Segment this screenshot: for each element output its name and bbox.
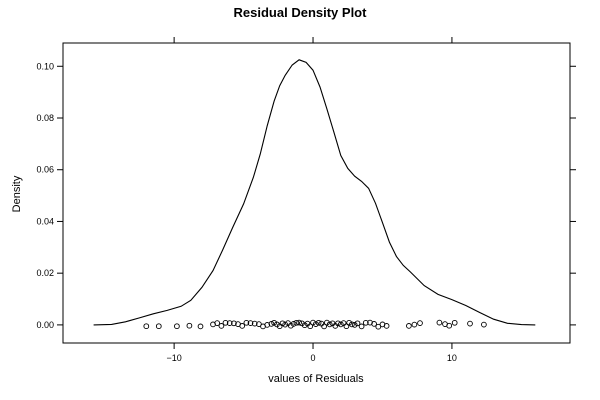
rug-point <box>274 321 280 328</box>
rug-point <box>231 320 237 327</box>
x-tick-label: −10 <box>166 353 181 363</box>
plot-frame <box>62 42 571 344</box>
rug-point <box>239 323 246 329</box>
rug-point <box>349 321 355 328</box>
rug-point <box>307 323 314 330</box>
y-tick-label: 0.00 <box>36 320 54 330</box>
rug-point <box>174 323 180 330</box>
rug-point <box>417 320 423 326</box>
rug-point <box>340 320 347 326</box>
rug-point <box>155 323 162 330</box>
rug-point <box>293 319 300 326</box>
rug-point <box>335 320 341 327</box>
rug-point <box>371 321 377 327</box>
y-axis-label: Density <box>11 175 23 212</box>
rug-point <box>197 323 204 330</box>
rug-point <box>411 321 418 328</box>
rug-point <box>375 323 382 330</box>
rug-point <box>287 322 294 329</box>
rug-point <box>214 320 221 326</box>
y-tick-label: 0.04 <box>36 216 54 226</box>
rug-point <box>247 320 254 326</box>
density-curve <box>93 59 536 326</box>
chart-title: Residual Density Plot <box>234 5 368 20</box>
rug-point <box>282 321 289 328</box>
rug-point <box>296 319 302 326</box>
rug-point <box>346 319 352 326</box>
y-tick-label: 0.10 <box>36 61 54 71</box>
rug-point <box>268 321 275 327</box>
rug-point <box>358 323 365 330</box>
rug-point <box>351 322 358 328</box>
rug-point <box>326 321 333 328</box>
rug-point <box>318 320 325 327</box>
rug-point <box>222 319 229 326</box>
rug-point <box>324 319 330 326</box>
rug-point <box>290 321 297 327</box>
rug-point <box>446 322 453 329</box>
rug-point <box>337 321 344 328</box>
rug-point <box>301 322 308 329</box>
rug-point <box>256 321 262 327</box>
rug-point <box>354 320 361 327</box>
rug-point <box>451 319 458 326</box>
rug-point <box>279 320 286 327</box>
x-tick-label: 0 <box>311 353 316 363</box>
x-tick-label: 10 <box>447 353 457 363</box>
rug-point <box>218 323 225 329</box>
rug-point <box>467 320 473 327</box>
rug-point <box>312 321 319 327</box>
rug-point <box>362 319 369 326</box>
rug-point <box>315 319 322 326</box>
rug-point <box>343 323 350 330</box>
rug-point <box>143 323 150 330</box>
rug-point <box>186 322 193 329</box>
x-axis-label: values of Residuals <box>268 373 364 385</box>
rug-point <box>271 319 277 326</box>
rug-point <box>310 319 316 326</box>
rug-point <box>243 319 250 326</box>
rug-point <box>436 319 443 326</box>
rug-point <box>383 323 390 329</box>
plot-marks <box>93 59 536 330</box>
rug-point <box>226 320 233 326</box>
rug-point <box>251 320 258 327</box>
rug-point <box>406 323 412 329</box>
axis-ticks: −10 0 10 0.00 0.02 0.04 0.06 0.08 0.10 <box>36 37 576 363</box>
rug-point <box>481 321 487 328</box>
y-tick-label: 0.06 <box>36 165 54 175</box>
y-tick-label: 0.08 <box>36 113 54 123</box>
y-tick-label: 0.02 <box>36 268 54 278</box>
rug-point <box>321 323 327 330</box>
